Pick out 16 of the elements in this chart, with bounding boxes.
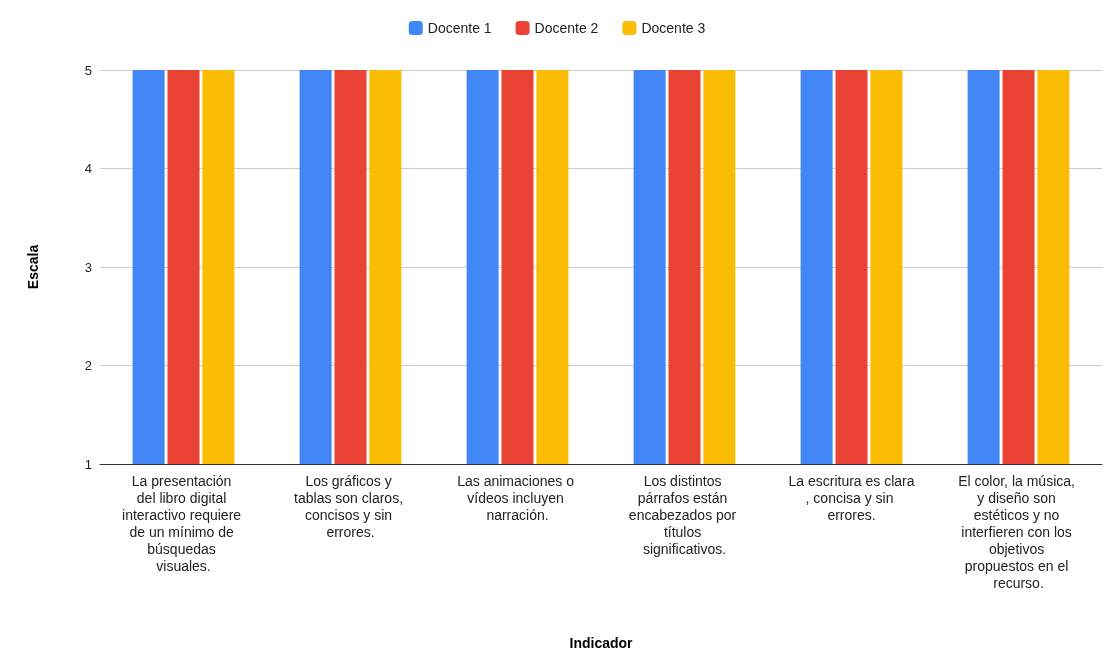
legend-label: Docente 3	[641, 20, 706, 36]
x-tick-label: Los distintos párrafos están encabezados por títulos significativos.	[628, 472, 741, 557]
legend-label: Docente 2	[534, 20, 599, 36]
y-tick-label: 1	[84, 456, 92, 472]
legend-label: Docente 1	[427, 20, 492, 36]
y-tick-label: 5	[84, 62, 92, 78]
x-tick-label: La presentación del libro digital interactivo requiere de un mínimo de búsquedas visuales.	[122, 472, 245, 574]
x-tick-label: Los gráficos y tablas son claros, concisos y sin errores.	[294, 472, 407, 540]
y-axis-title: Escala	[25, 244, 41, 290]
x-tick-label: La escritura es clara, concisa y sin errores.	[788, 472, 915, 523]
x-axis-title: Indicador	[569, 635, 634, 651]
y-tick-label: 3	[84, 259, 92, 275]
y-tick-label: 2	[84, 358, 92, 373]
x-tick-label: Las animaciones o vídeos incluyen narración.	[457, 472, 578, 523]
y-tick-label: 4	[84, 161, 92, 176]
x-tick-label: El color, la música, y diseño son estéticos y no interfieren con los objetivos propuestos en el recurso.	[958, 472, 1079, 591]
